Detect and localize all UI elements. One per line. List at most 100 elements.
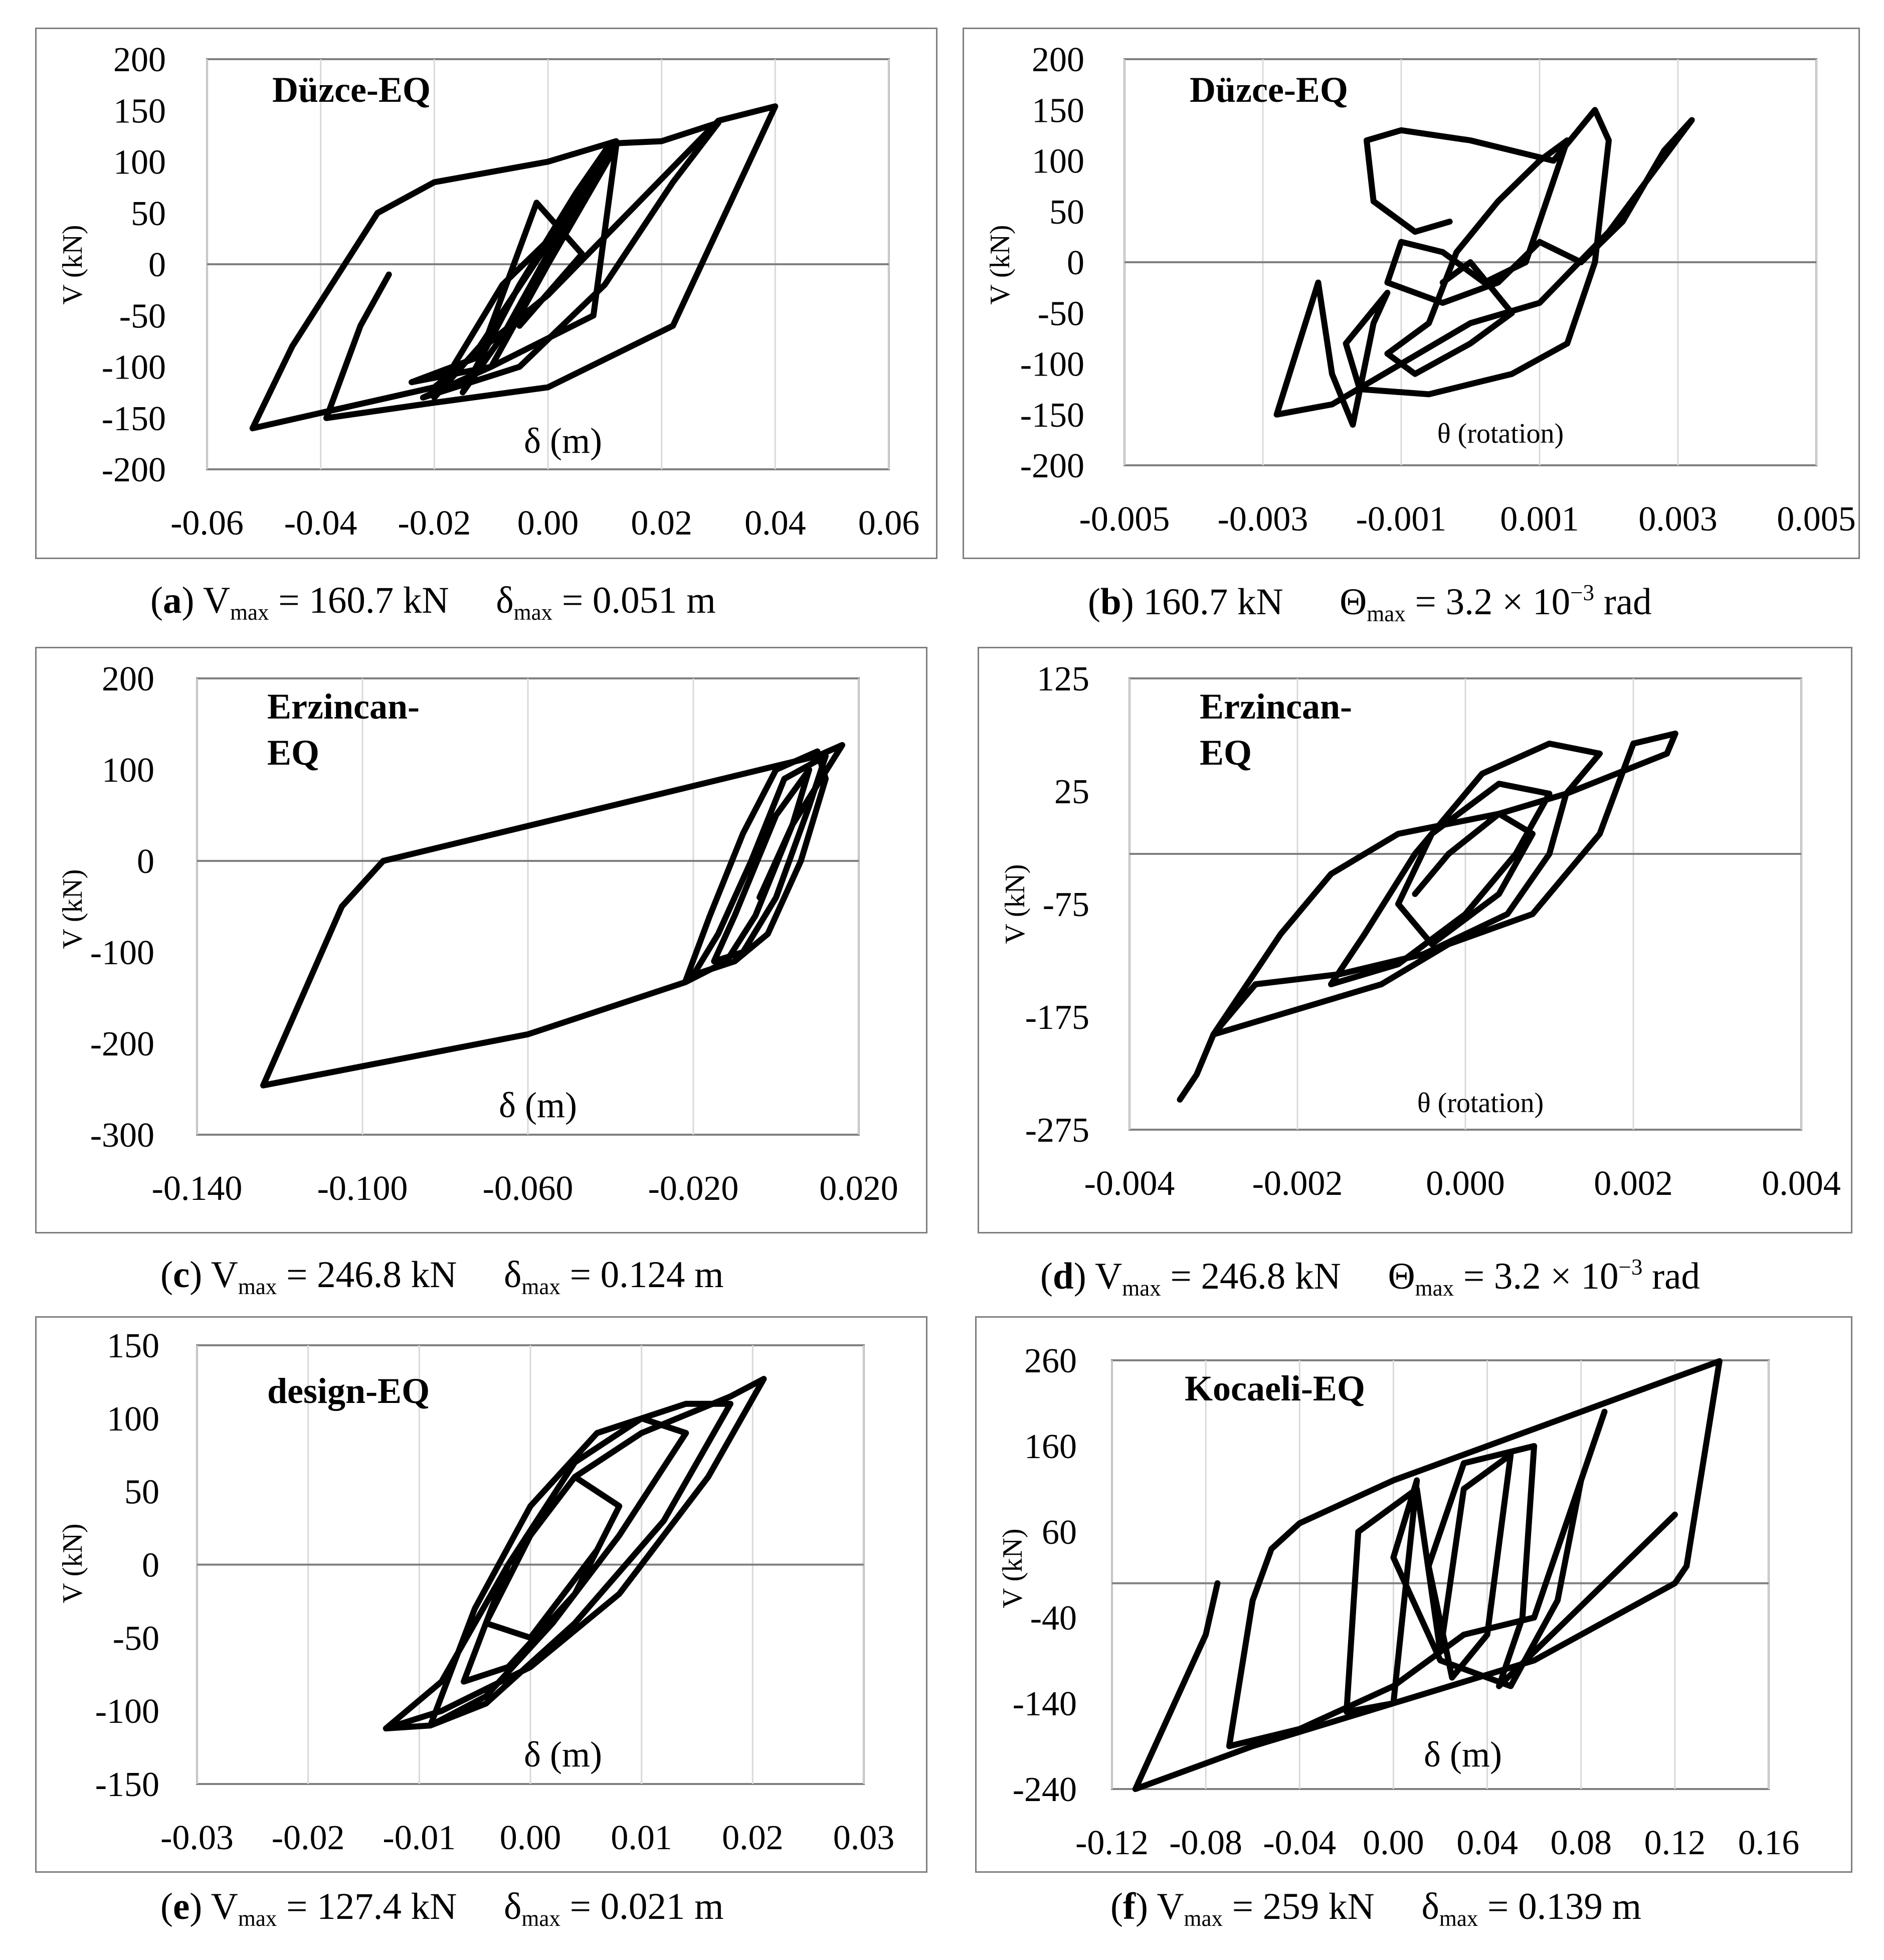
chart-c: -0.140 -0.100 -0.060 -0.020 0.020 200 100 0 -100…: [57, 660, 898, 1208]
chart-d: -0.004 -0.002 0.000 0.002 0.004 125 25 -75 -175 -…: [1000, 660, 1841, 1203]
x-axis-label: θ (rotation): [1417, 1088, 1544, 1119]
y-tick-label: 0: [142, 1546, 159, 1585]
chart-title: Erzincan-EQ: [267, 686, 420, 773]
x-tick-label: 0.02: [631, 504, 692, 543]
panel-b: -0.005 -0.003 -0.001 0.001 0.003 0.005 200 150 1…: [963, 28, 1860, 559]
y-axis-label: V (kN): [997, 1528, 1028, 1608]
y-tick-label: -150: [95, 1765, 159, 1804]
x-tick-label: 0.00: [517, 504, 579, 543]
caption-d: (d) Vmax = 246.8 kN Θmax = 3.2 × 10−3 ra…: [1040, 1255, 1700, 1301]
y-axis-label: V (kN): [57, 1523, 88, 1603]
plot-area: [1111, 1359, 1770, 1790]
y-tick-label: -200: [1020, 447, 1084, 485]
chart-f: -0.12 -0.08 -0.04 0.00 0.04 0.08 0.12 0.16 260 16…: [997, 1342, 1800, 1862]
panel-c: -0.140 -0.100 -0.060 -0.020 0.020 200 100 0 -100…: [35, 647, 927, 1233]
x-tick-label: -0.005: [1079, 500, 1170, 539]
y-tick-label: -75: [1043, 885, 1089, 924]
x-axis-label: θ (rotation): [1437, 418, 1564, 449]
y-tick-label: -100: [95, 1692, 159, 1731]
x-tick-label: 0.04: [744, 504, 806, 543]
y-tick-label: 160: [1024, 1428, 1077, 1466]
x-tick-label: 0.004: [1762, 1164, 1841, 1203]
x-tick-label: -0.01: [383, 1819, 456, 1857]
x-tick-label: -0.020: [648, 1169, 739, 1208]
y-tick-label: -40: [1030, 1599, 1077, 1638]
x-axis-label: δ (m): [524, 1734, 602, 1774]
x-tick-label: -0.04: [284, 504, 357, 543]
x-tick-label: -0.140: [152, 1169, 243, 1208]
y-tick-label: 100: [102, 751, 154, 790]
chart-a: -0.06 -0.04 -0.02 0.00 0.02 0.04 0.06 200 150 100…: [57, 41, 920, 543]
x-tick-label: 0.000: [1426, 1164, 1505, 1203]
x-tick-label: -0.004: [1084, 1164, 1175, 1203]
x-tick-label: 0.00: [500, 1819, 561, 1857]
panel-a: -0.06 -0.04 -0.02 0.00 0.02 0.04 0.06 200 150 100…: [35, 28, 937, 559]
y-tick-label: -140: [1013, 1685, 1077, 1723]
chart-title: Düzce-EQ: [272, 70, 431, 110]
y-axis-label: V (kN): [1000, 864, 1031, 944]
caption-c: (c) Vmax = 246.8 kN δmax = 0.124 m: [160, 1254, 724, 1299]
x-tick-label: -0.001: [1356, 500, 1447, 539]
y-tick-label: -240: [1013, 1770, 1077, 1809]
y-axis-label: V (kN): [57, 869, 88, 949]
y-tick-label: -150: [1020, 396, 1084, 435]
y-tick-label: 0: [1067, 244, 1084, 282]
y-tick-label: 150: [113, 92, 166, 130]
x-axis-label: δ (m): [499, 1085, 577, 1125]
caption-e: (e) Vmax = 127.4 kN δmax = 0.021 m: [160, 1886, 724, 1931]
y-tick-label: 200: [113, 41, 166, 79]
y-tick-label: 125: [1037, 660, 1089, 698]
x-tick-label: -0.02: [398, 504, 471, 543]
y-tick-label: 260: [1024, 1342, 1077, 1380]
chart-title: design-EQ: [267, 1371, 430, 1411]
chart-e: -0.03 -0.02 -0.01 0.00 0.01 0.02 0.03 150 100 50 0…: [57, 1327, 895, 1857]
y-tick-label: -100: [90, 934, 154, 972]
y-tick-label: 0: [137, 842, 154, 881]
y-tick-label: -100: [1020, 345, 1084, 384]
caption-b: (b) 160.7 kN Θmax = 3.2 × 10−3 rad: [1088, 580, 1652, 626]
panel-e: -0.03 -0.02 -0.01 0.00 0.01 0.02 0.03 150 100 50 0…: [35, 1316, 927, 1873]
x-tick-label: 0.01: [611, 1819, 672, 1857]
chart-title: Kocaeli-EQ: [1185, 1368, 1365, 1408]
x-tick-label: 0.020: [819, 1169, 898, 1208]
y-tick-label: -50: [119, 297, 166, 335]
y-tick-label: -200: [90, 1025, 154, 1063]
y-tick-label: 150: [107, 1327, 159, 1365]
x-tick-label: -0.03: [160, 1819, 234, 1857]
y-tick-label: 100: [1032, 142, 1084, 181]
y-tick-label: 100: [113, 143, 166, 182]
y-tick-label: 200: [102, 660, 154, 698]
x-tick-label: 0.06: [858, 504, 920, 543]
y-tick-label: 50: [1049, 193, 1084, 232]
caption-a: (a) Vmax = 160.7 kN δmax = 0.051 m: [150, 580, 716, 625]
x-axis-label: δ (m): [524, 421, 602, 461]
caption-f: (f) Vmax = 259 kN δmax = 0.139 m: [1110, 1886, 1641, 1931]
y-tick-label: -175: [1025, 998, 1089, 1037]
x-tick-label: 0.001: [1500, 500, 1579, 539]
x-tick-label: 0.12: [1644, 1824, 1706, 1862]
x-tick-label: -0.04: [1263, 1824, 1336, 1862]
y-tick-label: 150: [1032, 91, 1084, 130]
x-tick-label: 0.003: [1638, 500, 1718, 539]
y-tick-label: 50: [124, 1473, 159, 1512]
y-axis-label: V (kN): [985, 225, 1016, 304]
x-tick-label: -0.02: [272, 1819, 345, 1857]
y-tick-label: -50: [1038, 294, 1084, 333]
series-line: [1132, 1358, 1723, 1792]
x-tick-label: 0.08: [1550, 1824, 1612, 1862]
series-line: [1273, 107, 1695, 428]
y-tick-label: 50: [131, 195, 166, 233]
x-tick-label: 0.005: [1777, 500, 1856, 539]
panel-f: -0.12 -0.08 -0.04 0.00 0.04 0.08 0.12 0.16 260 16…: [975, 1316, 1852, 1873]
x-tick-label: -0.003: [1218, 500, 1308, 539]
x-tick-label: 0.04: [1456, 1824, 1518, 1862]
y-tick-label: -150: [102, 400, 166, 438]
x-tick-label: 0.03: [833, 1819, 895, 1857]
x-tick-label: -0.060: [483, 1169, 574, 1208]
x-axis-label: δ (m): [1424, 1734, 1502, 1774]
x-tick-label: -0.002: [1252, 1164, 1343, 1203]
y-tick-label: 200: [1032, 41, 1084, 79]
y-tick-label: -100: [102, 348, 166, 387]
x-tick-label: 0.16: [1738, 1824, 1800, 1862]
x-tick-label: 0.02: [722, 1819, 784, 1857]
